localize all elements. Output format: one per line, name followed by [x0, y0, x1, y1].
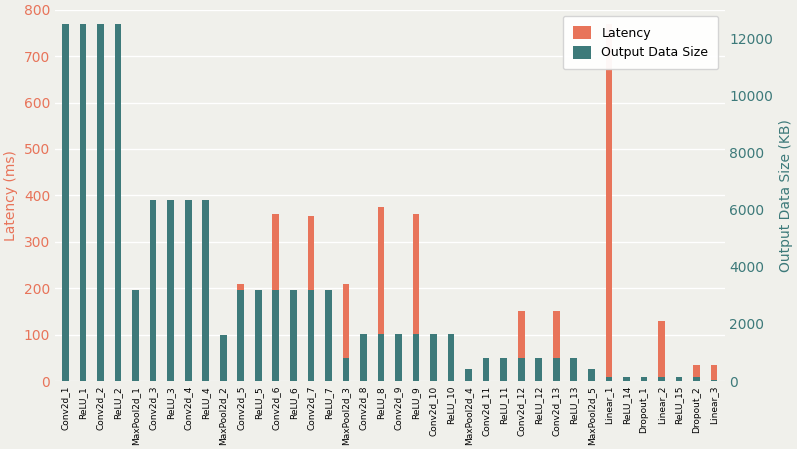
- Bar: [97, 24, 104, 381]
- Bar: [80, 24, 86, 381]
- Y-axis label: Output Data Size (KB): Output Data Size (KB): [779, 119, 793, 272]
- Bar: [711, 365, 717, 381]
- Bar: [693, 377, 700, 381]
- Bar: [623, 377, 630, 381]
- Bar: [676, 379, 682, 381]
- Y-axis label: Latency (ms): Latency (ms): [4, 150, 18, 241]
- Bar: [202, 372, 209, 381]
- Bar: [711, 380, 717, 381]
- Bar: [606, 24, 612, 381]
- Bar: [606, 377, 612, 381]
- Bar: [465, 370, 472, 381]
- Bar: [62, 326, 69, 381]
- Bar: [150, 200, 156, 381]
- Bar: [413, 214, 419, 381]
- Bar: [641, 377, 647, 381]
- Bar: [693, 365, 700, 381]
- Bar: [641, 379, 647, 381]
- Bar: [501, 358, 507, 381]
- Bar: [308, 216, 314, 381]
- Bar: [571, 370, 577, 381]
- Bar: [115, 24, 121, 381]
- Bar: [465, 370, 472, 381]
- Bar: [185, 205, 191, 381]
- Bar: [290, 379, 296, 381]
- Bar: [132, 314, 139, 381]
- Bar: [588, 370, 595, 381]
- Bar: [553, 312, 559, 381]
- Bar: [430, 334, 437, 381]
- Bar: [343, 357, 349, 381]
- Bar: [343, 284, 349, 381]
- Bar: [150, 376, 156, 381]
- Bar: [167, 200, 174, 381]
- Bar: [378, 334, 384, 381]
- Bar: [553, 358, 559, 381]
- Bar: [395, 376, 402, 381]
- Bar: [238, 290, 244, 381]
- Bar: [483, 358, 489, 381]
- Bar: [62, 24, 69, 381]
- Bar: [571, 358, 577, 381]
- Bar: [185, 200, 191, 381]
- Bar: [658, 321, 665, 381]
- Bar: [658, 377, 665, 381]
- Bar: [202, 200, 209, 381]
- Bar: [290, 290, 296, 381]
- Bar: [167, 281, 174, 381]
- Bar: [238, 284, 244, 381]
- Bar: [413, 334, 419, 381]
- Bar: [395, 334, 402, 381]
- Bar: [448, 379, 454, 381]
- Bar: [501, 370, 507, 381]
- Bar: [588, 379, 595, 381]
- Bar: [360, 379, 367, 381]
- Bar: [378, 207, 384, 381]
- Bar: [448, 334, 454, 381]
- Bar: [273, 214, 279, 381]
- Bar: [536, 358, 542, 381]
- Bar: [483, 367, 489, 381]
- Bar: [255, 379, 261, 381]
- Bar: [255, 290, 261, 381]
- Bar: [308, 290, 314, 381]
- Bar: [80, 370, 86, 381]
- Bar: [220, 351, 226, 381]
- Bar: [623, 379, 630, 381]
- Bar: [132, 290, 139, 381]
- Legend: Latency, Output Data Size: Latency, Output Data Size: [563, 16, 718, 70]
- Bar: [518, 312, 524, 381]
- Bar: [536, 370, 542, 381]
- Bar: [360, 334, 367, 381]
- Bar: [430, 379, 437, 381]
- Bar: [676, 377, 682, 381]
- Bar: [273, 290, 279, 381]
- Bar: [115, 372, 121, 381]
- Bar: [97, 175, 104, 381]
- Bar: [325, 290, 332, 381]
- Bar: [518, 358, 524, 381]
- Bar: [325, 375, 332, 381]
- Bar: [220, 335, 226, 381]
